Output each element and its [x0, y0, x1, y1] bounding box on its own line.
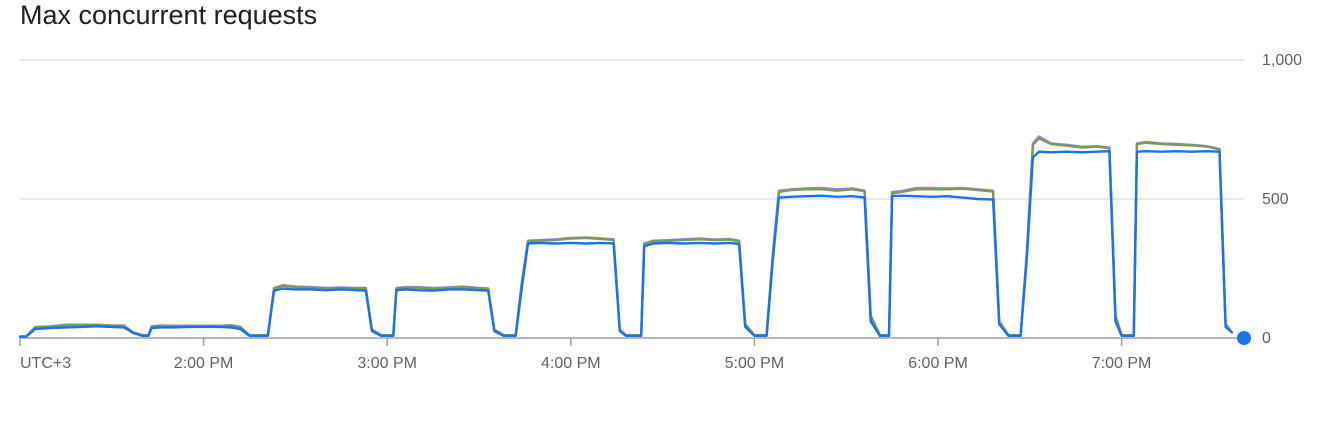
series-line-1	[18, 135, 1233, 338]
timezone-label: UTC+3	[20, 355, 71, 372]
x-tick-label: 7:00 PM	[1092, 355, 1152, 372]
series-line-2	[18, 137, 1233, 338]
y-tick-label: 500	[1262, 191, 1289, 208]
x-tick-label: 2:00 PM	[174, 355, 234, 372]
y-tick-label: 1,000	[1262, 52, 1302, 69]
x-tick-label: 6:00 PM	[908, 355, 968, 372]
series-line-3	[18, 150, 1233, 338]
x-tick-label: 5:00 PM	[725, 355, 785, 372]
chart-title: Max concurrent requests	[20, 0, 318, 30]
y-tick-label: 0	[1262, 330, 1271, 347]
x-tick-label: 3:00 PM	[357, 355, 417, 372]
last-value-marker	[1237, 331, 1251, 345]
x-tick-label: 4:00 PM	[541, 355, 601, 372]
